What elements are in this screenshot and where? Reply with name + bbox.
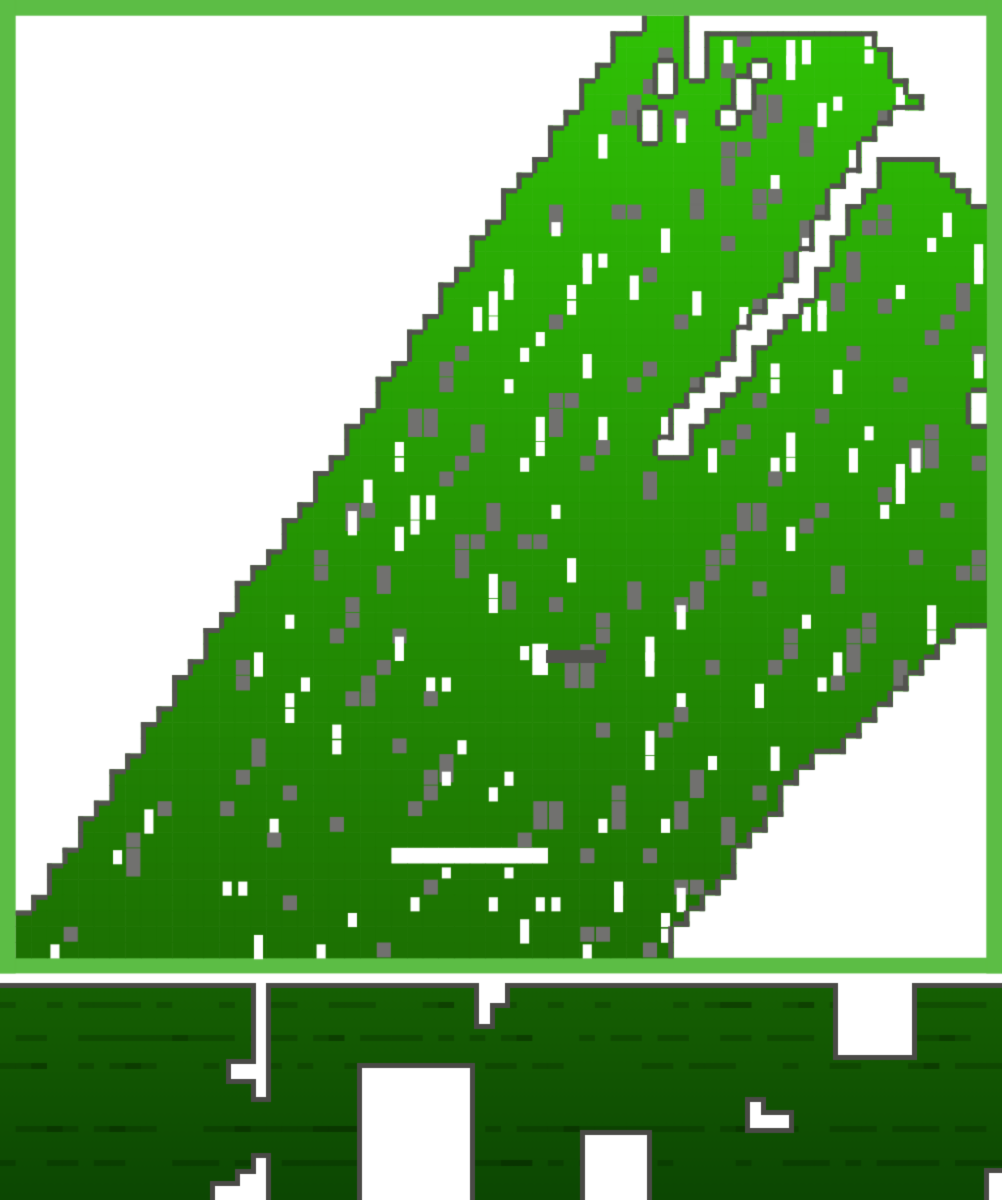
logo-canvas <box>0 0 1002 1200</box>
pixelated-logo <box>0 0 1002 1200</box>
logo-page <box>0 0 1002 1200</box>
